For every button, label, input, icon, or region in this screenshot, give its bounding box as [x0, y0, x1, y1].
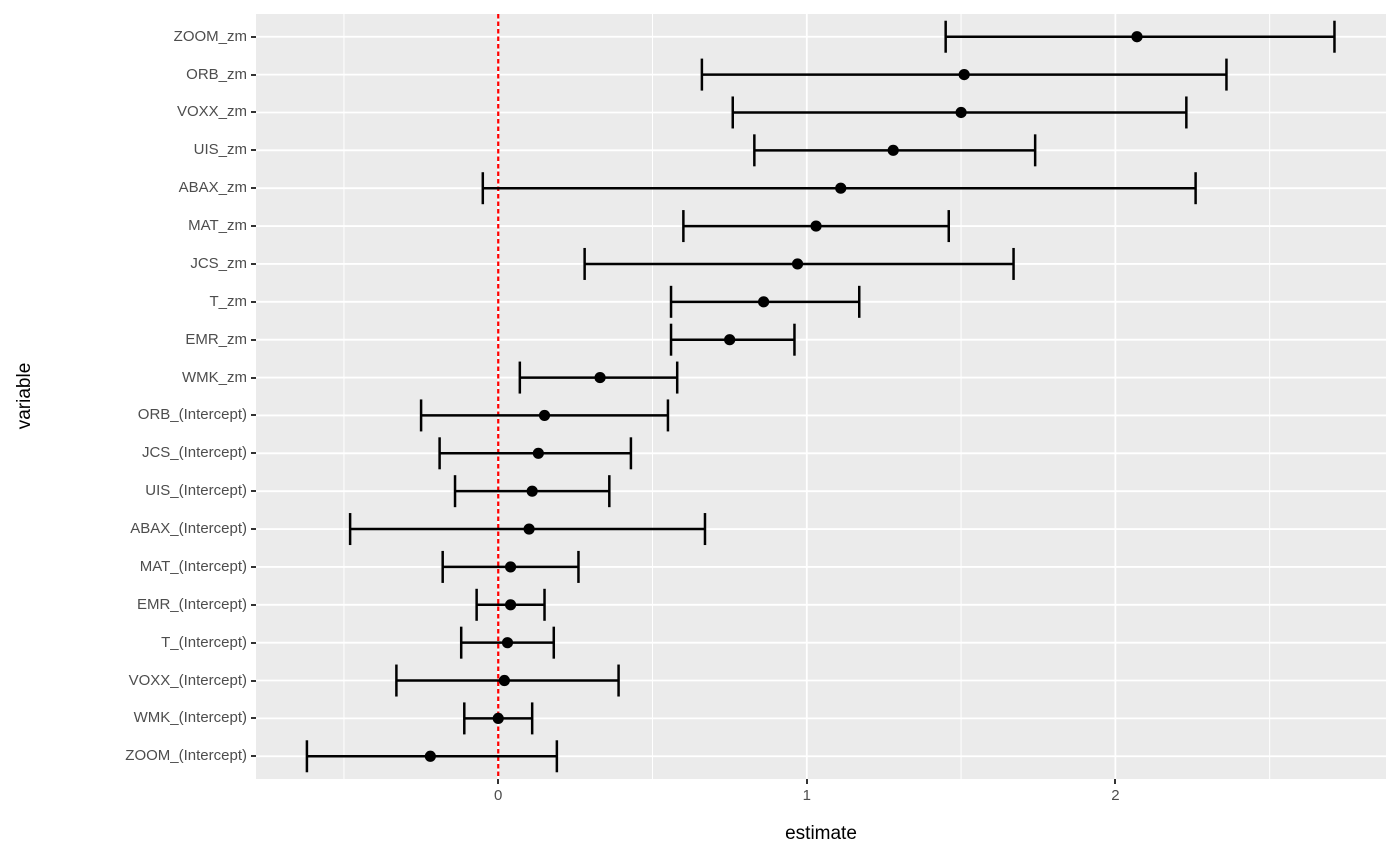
- x-tick-mark: [497, 779, 500, 784]
- x-axis-title: estimate: [785, 823, 857, 844]
- estimate-point: [501, 637, 514, 649]
- y-tick-mark: [251, 376, 256, 379]
- y-tick-label: T_(Intercept): [161, 633, 247, 651]
- y-tick-mark: [251, 452, 256, 455]
- y-tick-label: ORB_zm: [186, 65, 247, 83]
- estimate-point: [958, 68, 970, 81]
- estimate-point: [758, 296, 770, 308]
- estimate-point: [810, 220, 822, 232]
- x-tick-label: 0: [494, 787, 503, 804]
- estimate-point: [538, 409, 551, 422]
- y-tick-label: JCS_(Intercept): [141, 444, 247, 462]
- estimate-point: [492, 712, 504, 725]
- estimate-point: [424, 750, 436, 762]
- estimate-point: [526, 485, 538, 497]
- y-tick-mark: [251, 717, 256, 720]
- y-tick-mark: [251, 262, 256, 265]
- y-tick-mark: [251, 35, 256, 38]
- y-tick-mark: [251, 603, 256, 606]
- y-tick-label: ORB_(Intercept): [137, 406, 247, 424]
- x-tick-label: 2: [1111, 787, 1120, 804]
- y-tick-label: ZOOM_zm: [173, 27, 247, 45]
- y-tick-label: WMK_zm: [182, 368, 247, 386]
- estimate-point: [1131, 31, 1143, 43]
- y-tick-label: ABAX_(Intercept): [130, 520, 247, 538]
- x-tick-mark: [805, 779, 808, 784]
- estimate-point: [523, 523, 535, 535]
- y-tick-label: ABAX_zm: [178, 179, 247, 197]
- estimate-point: [887, 144, 899, 156]
- y-tick-mark: [251, 300, 256, 303]
- estimate-point: [504, 561, 517, 573]
- y-tick-label: MAT_(Intercept): [139, 557, 247, 575]
- estimate-point: [594, 371, 606, 384]
- y-tick-label: T_zm: [209, 292, 248, 310]
- plot-panel: [256, 14, 1386, 779]
- y-tick-label: UIS_(Intercept): [145, 482, 247, 500]
- y-tick-mark: [251, 755, 256, 758]
- estimate-point: [532, 447, 544, 459]
- y-tick-mark: [251, 414, 256, 417]
- estimate-point: [791, 258, 804, 270]
- y-tick-mark: [251, 490, 256, 493]
- y-tick-label: UIS_zm: [193, 141, 247, 159]
- y-tick-mark: [251, 528, 256, 531]
- y-tick-label: EMR_(Intercept): [136, 595, 247, 613]
- y-tick-mark: [251, 73, 256, 76]
- y-tick-mark: [251, 225, 256, 228]
- y-tick-label: ZOOM_(Intercept): [125, 747, 247, 765]
- y-tick-label: EMR_zm: [185, 330, 247, 348]
- y-tick-label: MAT_zm: [188, 217, 247, 235]
- y-tick-label: VOXX_(Intercept): [128, 671, 247, 689]
- estimate-point: [504, 599, 517, 611]
- y-tick-mark: [251, 149, 256, 152]
- y-tick-mark: [251, 187, 256, 190]
- y-tick-mark: [251, 641, 256, 644]
- y-tick-mark: [251, 111, 256, 114]
- panel-background: [256, 14, 1386, 779]
- y-tick-mark: [251, 338, 256, 341]
- x-tick-mark: [1114, 779, 1117, 784]
- estimate-point: [955, 106, 967, 119]
- estimate-point: [724, 334, 736, 346]
- estimate-point: [835, 182, 847, 194]
- x-tick-label: 1: [802, 787, 811, 804]
- y-tick-mark: [251, 565, 256, 568]
- y-tick-mark: [251, 679, 256, 682]
- estimate-point: [498, 674, 511, 687]
- y-tick-label: WMK_(Intercept): [133, 709, 247, 727]
- y-tick-label: VOXX_zm: [176, 103, 247, 121]
- y-tick-label: JCS_zm: [190, 254, 247, 272]
